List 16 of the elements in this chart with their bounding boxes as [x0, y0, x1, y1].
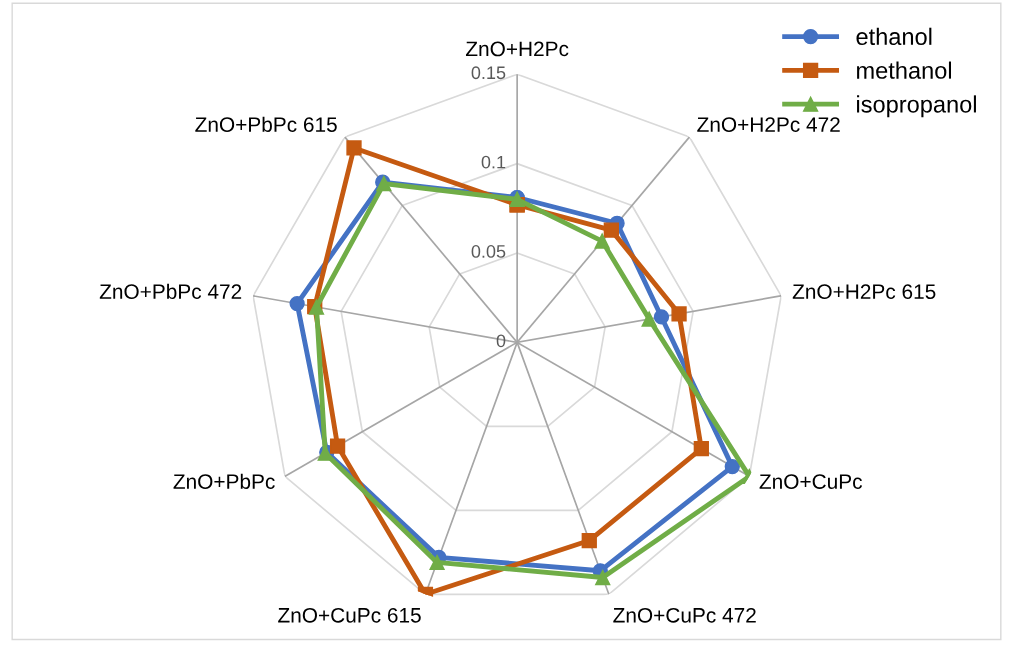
spoke-label: ZnO+CuPc 472: [613, 607, 756, 623]
spoke-label: ZnO+PbPc 615: [195, 116, 337, 132]
y-tick-label: 0.1: [481, 155, 506, 169]
y-tick-label: 0.15: [471, 66, 506, 80]
legend-label: methanol: [857, 61, 952, 79]
spoke-label: ZnO+CuPc: [759, 474, 863, 489]
spoke-label: ZnO+PbPc: [173, 473, 275, 489]
y-tick-label: 0: [496, 334, 506, 348]
spoke-label: ZnO+H2Pc 472: [697, 117, 840, 132]
legend-label: ethanol: [856, 27, 932, 46]
spoke-label: ZnO+H2Pc: [465, 41, 569, 57]
spoke-label: ZnO+CuPc 615: [278, 607, 421, 623]
legend-label: isopropanol: [857, 95, 976, 118]
spoke-label: ZnO+PbPc 472: [99, 283, 242, 300]
y-tick-label: 0.05: [471, 245, 506, 258]
spoke-label: ZnO+H2Pc 615: [792, 284, 936, 300]
